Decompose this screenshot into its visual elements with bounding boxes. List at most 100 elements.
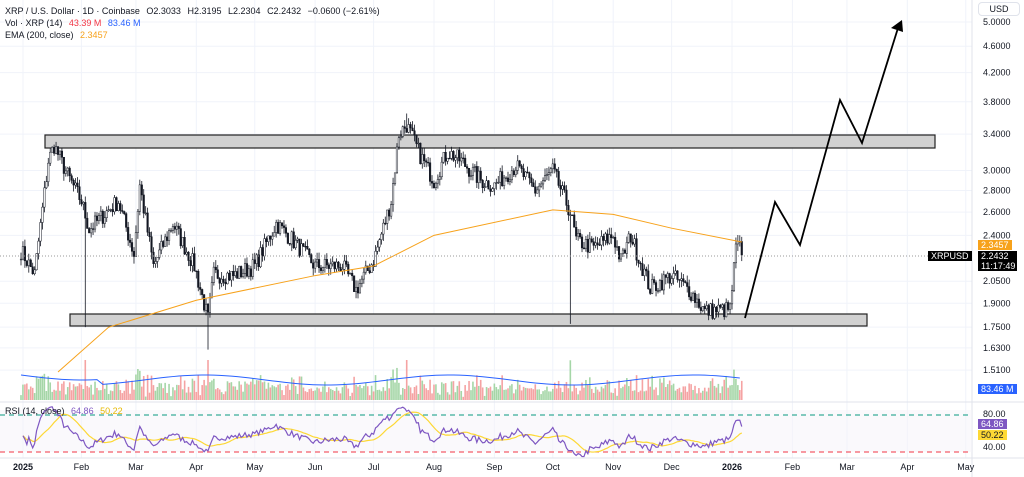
time-tick-label: Feb [785, 462, 801, 472]
candle-body [364, 265, 367, 273]
candle-body [160, 241, 163, 251]
volume-bar [707, 387, 710, 400]
candle-body [294, 240, 297, 249]
candle-body [397, 137, 400, 148]
volume-bar [538, 389, 540, 400]
candle-body [88, 228, 91, 234]
ema-legend[interactable]: EMA (200, close) 2.3457 [5, 30, 112, 41]
candle-body [271, 235, 274, 240]
time-tick-label: Jul [368, 462, 380, 472]
candle-body [549, 168, 552, 173]
resistance-zone[interactable] [44, 134, 936, 149]
candle-body [413, 130, 416, 136]
candle-body [732, 262, 736, 291]
volume-bar [585, 379, 587, 400]
volume-bar [135, 374, 137, 400]
candle-body [427, 161, 430, 164]
candle-body [411, 127, 414, 132]
last-price-tag: 2.2432 11:17:49 [978, 251, 1017, 271]
volume-bar [80, 384, 83, 400]
arrow-head-icon [891, 20, 903, 32]
volume-bar [590, 388, 593, 400]
volume-bar [616, 395, 618, 400]
volume-bar [431, 393, 433, 400]
projection-arrow[interactable] [744, 27, 899, 319]
volume-bar [357, 386, 359, 400]
rsi-ma-tag: 50.22 [978, 430, 1007, 440]
candle-body [384, 222, 387, 225]
volume-bar [522, 386, 525, 400]
price-axis[interactable]: 5.0000 4.6000 4.2000 3.8000 3.4000 3.0000 2.80… [983, 17, 1011, 452]
volume-bar [174, 390, 176, 400]
volume-bar [583, 387, 585, 400]
candle-body [308, 248, 311, 255]
volume-bar [559, 387, 562, 400]
volume-bar [405, 360, 408, 400]
volume-legend[interactable]: Vol · XRP (14) 43.39 M 83.46 M [5, 18, 144, 29]
volume-bar [663, 377, 665, 400]
candle-body [386, 209, 389, 224]
volume-bar [413, 387, 416, 400]
volume-bar [733, 369, 735, 400]
candle-body [259, 247, 262, 267]
candle-body [335, 261, 338, 270]
candle-body [575, 227, 578, 237]
candle-body [300, 243, 303, 257]
volume-bar [197, 375, 200, 400]
volume-bar [158, 383, 161, 400]
price-tick-label: 2.0500 [983, 276, 1011, 286]
volume-bar [90, 384, 92, 400]
candle-body [191, 253, 194, 266]
ema-line [57, 209, 742, 373]
candle-body [265, 238, 268, 242]
volume-bar [347, 388, 350, 400]
candle-body [292, 231, 295, 249]
candle-body [171, 226, 174, 231]
rsi-legend[interactable]: RSI (14, close) 64.86 50.22 [5, 406, 127, 417]
candle-body [462, 157, 465, 160]
candle-body [179, 228, 182, 247]
volume-bar [571, 391, 574, 400]
candle-body [321, 267, 324, 271]
volume-ma-tag: 83.46 M [978, 384, 1017, 394]
volume-bar [497, 389, 500, 400]
volume-bar [659, 378, 661, 400]
volume-bar [123, 390, 126, 400]
candle-body [594, 242, 597, 246]
candle-body [140, 184, 143, 196]
volume-bar [481, 387, 484, 400]
volume-bar [664, 386, 667, 400]
volume-bar [433, 384, 435, 400]
volume-bar [641, 379, 644, 400]
volume-bar [378, 389, 381, 400]
volume-bar [653, 389, 655, 400]
volume-bar [117, 384, 120, 400]
candle-body [563, 185, 566, 191]
candle-body [152, 251, 155, 264]
candle-body [99, 210, 102, 216]
currency-button[interactable]: USD [978, 2, 1020, 16]
volume-bar [454, 392, 457, 400]
candle-body [481, 179, 484, 188]
support-zone[interactable] [69, 313, 868, 327]
candle-body [705, 305, 708, 310]
candle-body [234, 271, 237, 277]
candle-body [717, 304, 720, 313]
candle-body [569, 214, 572, 216]
candle-body [405, 128, 408, 133]
candle-body [243, 263, 247, 274]
symbol-legend[interactable]: XRP / U.S. Dollar · 1D · Coinbase O2.303… [5, 6, 384, 17]
candle-body [351, 272, 354, 277]
volume-bar [324, 381, 326, 400]
candle-body [495, 182, 498, 184]
time-tick-label: Apr [189, 462, 203, 472]
symbol-title: XRP / U.S. Dollar · 1D · Coinbase [5, 6, 140, 16]
candle-body [697, 298, 700, 308]
candle-body [117, 203, 120, 211]
candle-body [35, 253, 38, 271]
candle-body [501, 171, 504, 186]
volume-bar [419, 375, 422, 400]
time-axis[interactable]: 2025 Feb Mar Apr May Jun Jul Aug Sep Oct Nov Dec 202… [13, 462, 975, 472]
rsi-line [22, 406, 743, 458]
